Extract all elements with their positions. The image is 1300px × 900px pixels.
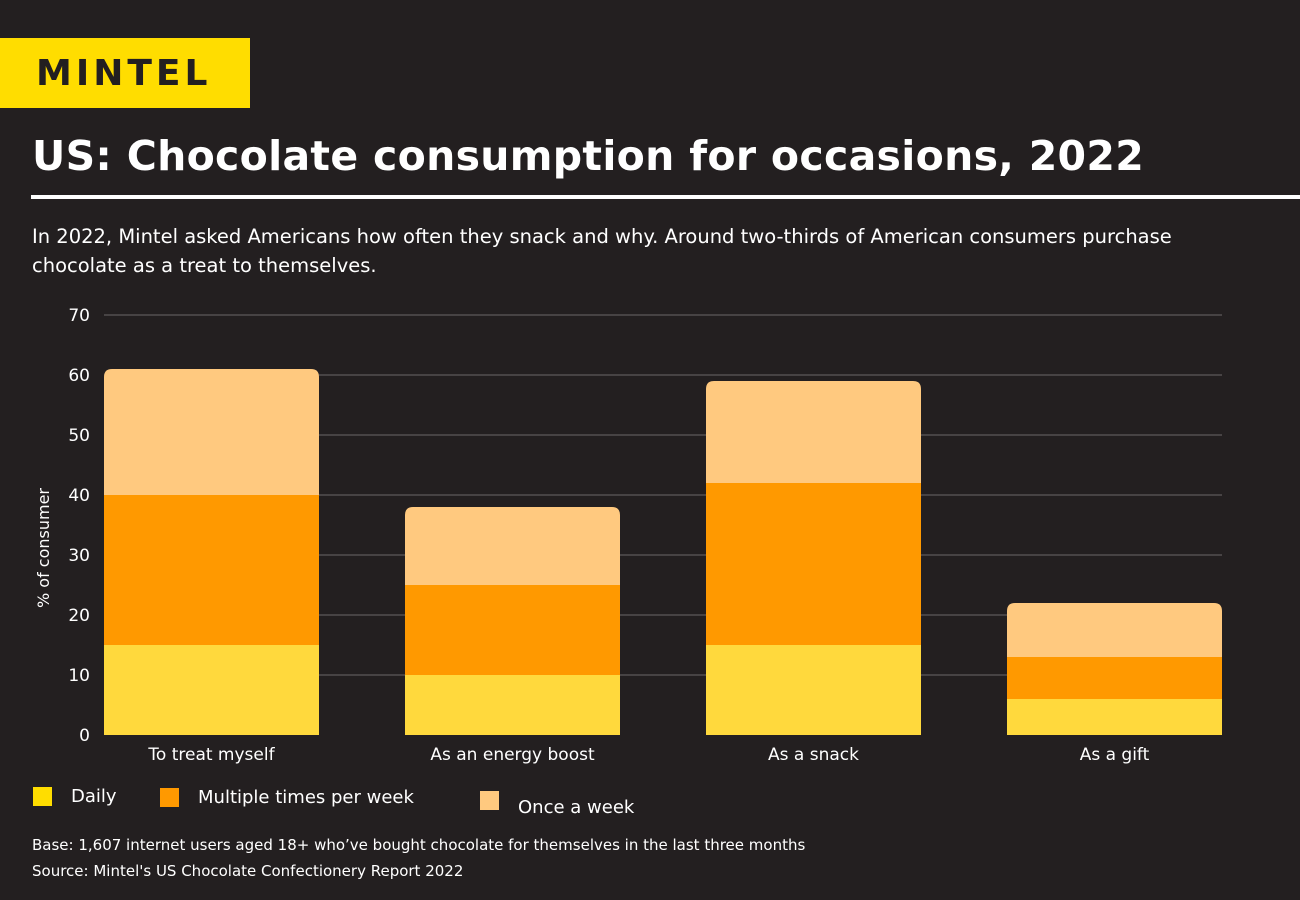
bar-segment [706,381,921,483]
bar-segment [104,369,319,495]
page-title: US: Chocolate consumption for occasions,… [32,132,1145,180]
y-tick-label: 60 [68,366,90,386]
source-note: Source: Mintel's US Chocolate Confection… [32,862,464,880]
bar-segment [104,495,319,645]
y-tick-label: 70 [68,306,90,326]
y-tick-label: 20 [68,606,90,626]
mintel-logo: MINTEL [0,38,250,108]
x-tick-label: To treat myself [147,745,275,765]
bar-segment [405,507,620,585]
bar-segment [104,645,319,735]
subtitle: In 2022, Mintel asked Americans how ofte… [32,225,1172,277]
x-tick-label: As a snack [768,745,859,765]
legend-item-once: Once a week [480,789,634,818]
y-tick-label: 40 [68,486,90,506]
bar-segment [1007,603,1222,657]
y-tick-label: 10 [68,666,90,686]
logo-text: MINTEL [36,52,212,94]
y-axis-label: % of consumer [34,488,53,608]
legend-label: Multiple times per week [198,787,414,808]
bar-segment [405,585,620,675]
y-tick-label: 50 [68,426,90,446]
bar-segment [1007,657,1222,699]
x-tick-label: As a gift [1080,745,1150,765]
y-tick-label: 0 [79,726,90,746]
bar-segment [706,645,921,735]
y-tick-label: 30 [68,546,90,566]
legend-label: Once a week [518,797,635,818]
x-tick-label: As an energy boost [430,745,595,765]
title-divider [31,195,1300,199]
legend-swatch [160,788,179,807]
base-note: Base: 1,607 internet users aged 18+ who’… [32,836,806,854]
legend-item-multiple: Multiple times per week [160,787,414,808]
bar-segment [706,483,921,645]
bar-segment [1007,699,1222,735]
legend-label: Daily [71,786,117,807]
legend-swatch [33,787,52,806]
legend-item-daily: Daily [33,786,117,807]
legend-swatch [480,791,499,810]
bar-segment [405,675,620,735]
